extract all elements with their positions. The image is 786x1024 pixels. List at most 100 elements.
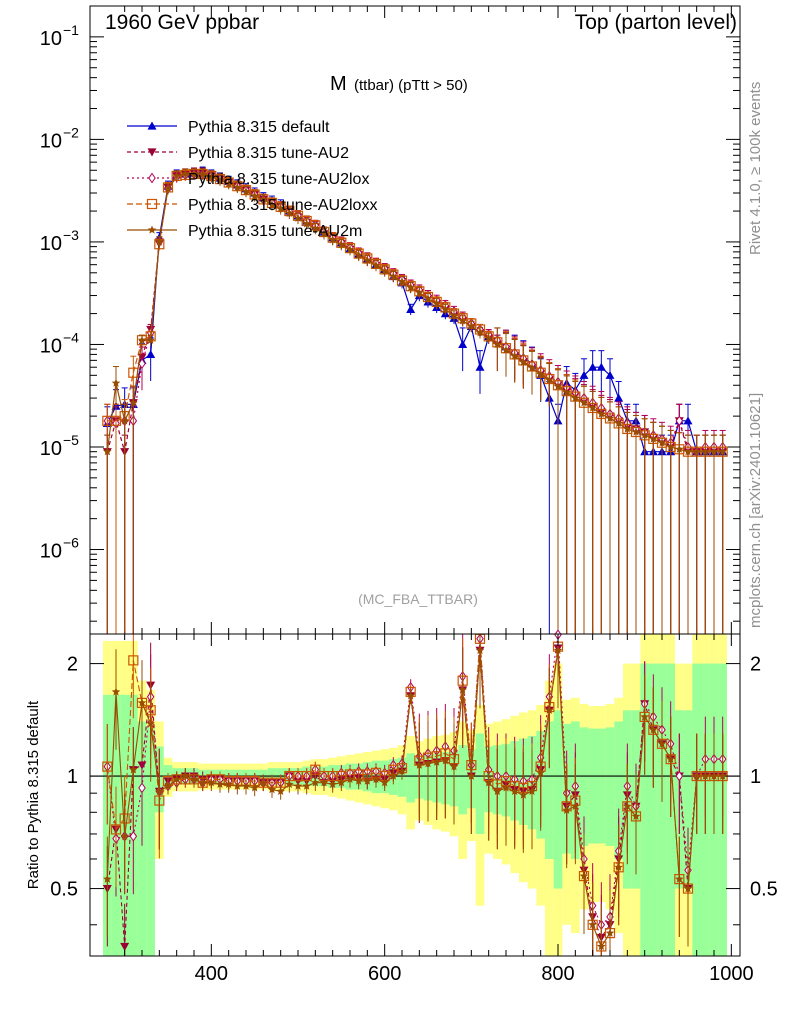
data-point-default	[579, 370, 589, 379]
legend-label: Pythia 8.315 tune-AU2	[188, 145, 349, 162]
data-point-default	[596, 362, 606, 371]
data-point-au2m	[675, 444, 684, 453]
main-y-tick-label: 10	[40, 335, 62, 357]
ratio-ylabel: Ratio to Pythia 8.315 default	[25, 700, 42, 889]
legend-marker-au2m	[147, 225, 157, 234]
data-point-au2m	[536, 369, 545, 379]
data-point-au2m	[718, 447, 727, 456]
main-y-tick-exponent: −4	[63, 329, 79, 345]
data-point-au2m	[345, 245, 355, 254]
series-line-default	[106, 171, 723, 453]
main-plot-area: 10−610−510−410−310−210−1	[40, 5, 740, 634]
ratio-point-au2m	[311, 778, 320, 787]
ratio-point-au2m	[137, 698, 147, 707]
data-point-au2m	[293, 213, 303, 222]
ratio-point-au2m	[527, 786, 537, 795]
ratio-point-au2lox	[675, 770, 684, 782]
data-point-default	[614, 393, 624, 402]
ratio-ticks	[90, 634, 740, 956]
legend-marker-default	[147, 121, 157, 130]
data-point-au2m	[224, 179, 233, 188]
ratio-point-au2m	[259, 778, 268, 787]
ratio-point-au2m	[475, 645, 485, 654]
ratio-point-au2m	[709, 771, 719, 780]
ratio-point-au2m	[449, 762, 459, 771]
data-point-au2m	[328, 235, 337, 244]
main-y-tick-exponent: −6	[63, 535, 79, 551]
ratio-point-au2m	[605, 928, 615, 937]
ratio-point-au2m	[397, 766, 407, 775]
data-point-au2m	[103, 447, 112, 456]
ratio-point-au2m	[276, 786, 285, 795]
ratio-point-au2m	[371, 774, 381, 783]
main-y-tick-label: 10	[40, 130, 62, 152]
data-point-au2m	[545, 375, 554, 384]
main-y-ticks	[90, 5, 740, 622]
main-y-tick-label: 10	[40, 541, 62, 563]
data-point-au2m	[571, 393, 580, 402]
legend-label: Pythia 8.315 tune-AU2lox	[188, 171, 369, 188]
data-point-au2m	[605, 413, 615, 423]
data-point-au2m	[441, 304, 450, 313]
ratio-point-au2m	[155, 786, 164, 795]
band-green	[146, 727, 155, 956]
ratio-point-au2m	[189, 774, 199, 783]
ratio-point-au2m	[597, 942, 606, 951]
data-point-au2m	[501, 345, 511, 354]
data-point-default	[683, 416, 693, 425]
main-y-tick-label: 10	[40, 438, 62, 460]
data-point-au2m	[120, 416, 129, 425]
data-point-au2m	[683, 447, 693, 456]
data-point-au2m	[311, 224, 320, 233]
ratio-point-au2m	[319, 778, 329, 787]
ratio-point-au2m	[207, 778, 216, 787]
band-green	[406, 753, 415, 803]
data-point-au2m	[397, 277, 407, 286]
data-point-au2m	[709, 447, 719, 456]
ratio-point-au2m	[441, 756, 450, 765]
legend-item-au2: Pythia 8.315 tune-AU2	[127, 145, 349, 162]
ratio-point-au2m	[484, 778, 493, 787]
legend-item-default: Pythia 8.315 default	[127, 119, 330, 136]
ratio-point-au2m	[692, 771, 701, 780]
ratio-point-au2m	[129, 765, 138, 774]
data-point-au2m	[250, 191, 259, 200]
legend: Pythia 8.315 default Pythia 8.315 tune-AU…	[127, 119, 377, 240]
ratio-point-au2m	[224, 779, 233, 788]
ratio-point-au2m	[493, 786, 502, 795]
ratio-point-au2m	[389, 771, 398, 780]
ratio-point-au2m	[510, 786, 519, 795]
data-point-au2m	[111, 378, 121, 387]
ratio-point-au2m	[233, 781, 242, 790]
data-point-au2m	[649, 434, 658, 443]
analysis-watermark: (MC_FBA_TTBAR)	[358, 591, 478, 607]
band-green	[649, 663, 658, 956]
main-frame	[89, 5, 741, 635]
plot-title-sub: (ttbar) (pTtt > 50)	[354, 77, 468, 94]
ratio-point-au2m	[501, 783, 511, 792]
ratio-panel: 0.5 0.5 1 1 2 2 400 600 800 1000 Ratio to Pythia …	[25, 629, 778, 985]
ratio-point-au2m	[337, 778, 346, 787]
legend-label: Pythia 8.315 tune-AU2loxx	[188, 197, 377, 214]
data-point-default	[475, 362, 485, 371]
band-green	[614, 721, 623, 859]
ratio-point-au2m	[536, 768, 545, 777]
data-point-default	[406, 304, 416, 313]
ratio-point-au2m	[380, 778, 389, 787]
x-tick-label: 1000	[709, 963, 754, 985]
ratio-y-tick-label-right: 0.5	[750, 879, 778, 901]
data-point-au2m	[631, 427, 641, 436]
ratio-point-au2m	[614, 862, 623, 871]
data-point-au2m	[458, 316, 467, 325]
data-point-au2m	[640, 430, 649, 439]
ratio-point-au2m	[631, 811, 641, 820]
main-y-tick-label: 10	[40, 233, 62, 255]
main-y-tick-exponent: −1	[63, 22, 79, 38]
data-point-au2m	[155, 237, 164, 246]
ratio-frame	[89, 633, 741, 957]
ratio-series-au2m	[103, 634, 727, 956]
ratio-point-au2m	[406, 691, 415, 700]
ratio-point-au2m	[215, 779, 225, 788]
ratio-point-au2m	[432, 757, 441, 766]
ratio-point-au2m	[120, 831, 129, 840]
